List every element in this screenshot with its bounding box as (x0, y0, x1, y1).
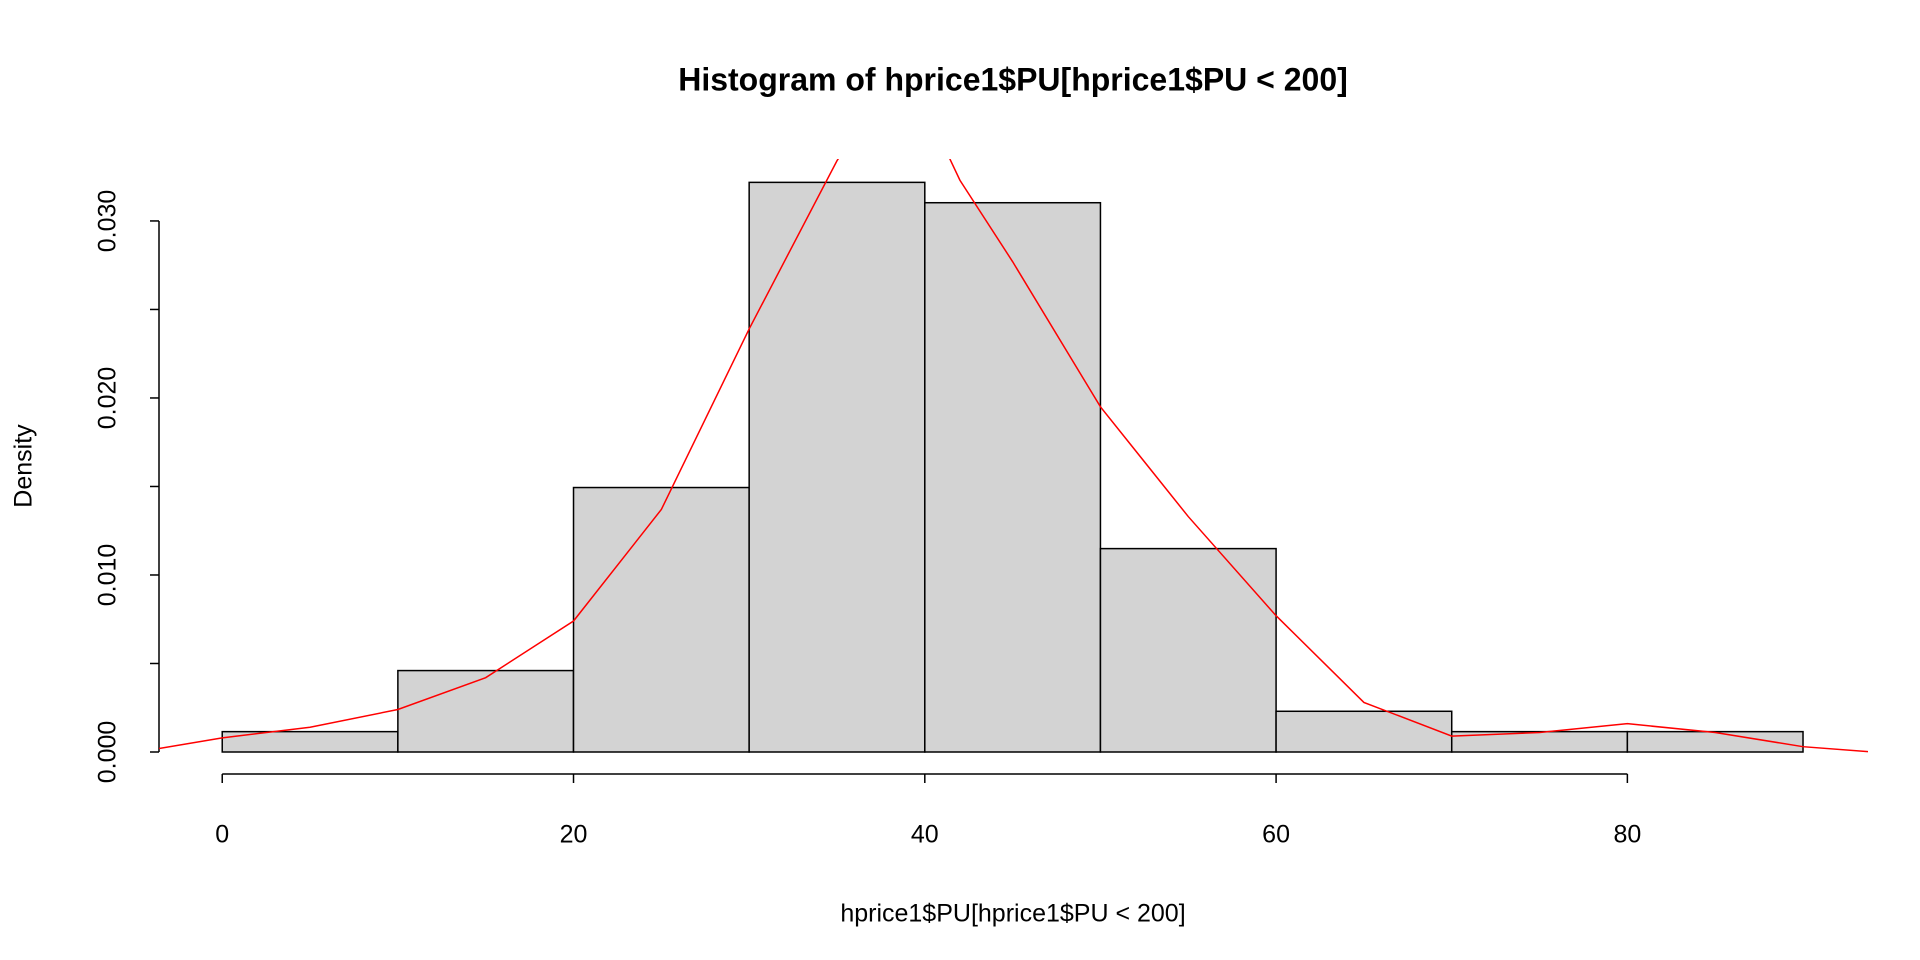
chart-title: Histogram of hprice1$PU[hprice1$PU < 200… (678, 61, 1348, 97)
bar (1099, 547, 1277, 753)
bar (748, 181, 926, 753)
x-tick-label: 0 (215, 821, 229, 849)
density-line (159, 159, 1868, 753)
x-tick-label: 60 (1262, 821, 1290, 849)
bar (1626, 730, 1804, 753)
x-tick-label: 40 (911, 821, 939, 849)
y-tick-label: 0.030 (94, 190, 122, 253)
y-tick-label: 0.010 (94, 544, 122, 607)
x-tick-label: 80 (1613, 821, 1641, 849)
bar (1275, 710, 1453, 753)
x-axis-label: hprice1$PU[hprice1$PU < 200] (840, 900, 1185, 928)
y-tick-label: 0.000 (94, 721, 122, 784)
y-axis-label: Density (10, 424, 38, 508)
bar (924, 201, 1102, 753)
bar (397, 669, 575, 753)
curve-clip (159, 159, 1868, 753)
x-tick-label: 20 (560, 821, 588, 849)
bar (572, 486, 750, 753)
y-tick-label: 0.020 (94, 367, 122, 430)
